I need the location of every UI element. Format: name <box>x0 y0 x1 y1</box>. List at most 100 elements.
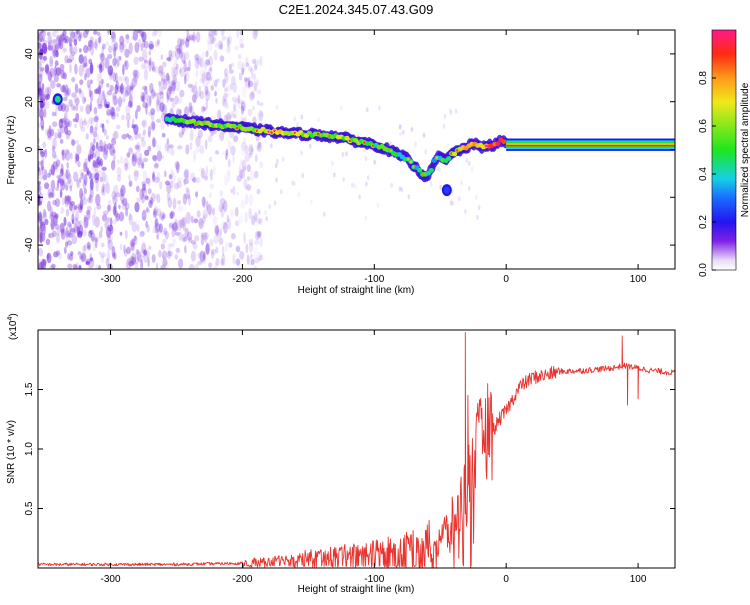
spectrogram-x-label: Height of straight line (km) <box>298 285 415 296</box>
noise-speck <box>246 164 251 173</box>
noise-speck <box>125 207 129 217</box>
noise-speck <box>158 30 162 38</box>
ridge-blob <box>446 156 452 161</box>
noise-speck <box>215 78 221 83</box>
noise-speck <box>151 66 157 73</box>
noise-speck <box>140 30 144 38</box>
noise-speck <box>105 119 110 124</box>
noise-speck <box>171 223 174 230</box>
noise-speck <box>83 30 89 39</box>
noise-speck <box>86 209 90 219</box>
noise-speck <box>239 251 245 260</box>
noise-speck <box>256 230 262 238</box>
noise-speck <box>63 216 67 227</box>
noise-speck <box>184 227 189 239</box>
noise-speck <box>53 50 57 58</box>
noise-speck <box>254 257 260 264</box>
noise-speck <box>92 161 99 169</box>
noise-speck <box>227 173 231 182</box>
noise-speck <box>98 35 102 43</box>
noise-speck <box>102 210 109 215</box>
noise-speck <box>169 148 175 156</box>
noise-speck <box>54 43 59 52</box>
noise-speck <box>78 54 84 64</box>
noise-speck <box>130 242 135 252</box>
noise-speck <box>103 141 107 151</box>
noise-speck <box>38 161 43 166</box>
noise-speck <box>268 204 272 210</box>
noise-speck <box>243 136 246 145</box>
noise-speck <box>141 160 144 169</box>
noise-speck <box>44 101 50 109</box>
noise-speck <box>95 180 99 192</box>
noise-speck <box>186 231 193 241</box>
noise-speck <box>211 35 215 44</box>
noise-speck <box>104 57 110 69</box>
noise-speck <box>112 95 118 106</box>
noise-speck <box>209 33 214 45</box>
noise-speck <box>137 133 142 139</box>
noise-speck <box>197 261 203 266</box>
noise-speck <box>438 166 441 172</box>
noise-speck <box>77 160 81 168</box>
noise-speck <box>142 92 146 103</box>
noise-speck <box>76 178 81 189</box>
noise-speck <box>160 85 165 90</box>
noise-speck <box>187 59 192 72</box>
noise-speck <box>141 209 147 221</box>
noise-speck <box>128 147 133 155</box>
noise-speck <box>46 31 51 37</box>
noise-speck <box>171 81 176 92</box>
noise-speck <box>114 202 117 213</box>
noise-speck <box>123 75 127 82</box>
noise-speck <box>45 238 51 246</box>
noise-speck <box>154 217 159 227</box>
noise-speck <box>223 67 228 77</box>
noise-speck <box>131 238 135 247</box>
spectrogram-x-tick-label: 0 <box>503 274 509 285</box>
noise-speck <box>251 214 255 226</box>
noise-speck <box>297 192 301 197</box>
noise-speck <box>119 194 125 202</box>
noise-speck <box>238 38 243 49</box>
noise-speck <box>42 39 48 45</box>
noise-speck <box>137 157 143 166</box>
noise-speck <box>259 161 264 169</box>
noise-speck <box>235 245 241 253</box>
noise-speck <box>410 127 414 132</box>
noise-speck <box>59 222 65 234</box>
noise-speck <box>59 63 65 71</box>
noise-speck <box>106 227 110 238</box>
noise-speck <box>181 36 186 48</box>
noise-speck <box>228 69 234 74</box>
noise-speck <box>148 200 153 208</box>
noise-speck <box>82 245 87 254</box>
noise-speck <box>212 215 218 226</box>
noise-speck <box>199 69 204 78</box>
noise-speck <box>250 253 253 259</box>
noise-speck <box>230 233 236 240</box>
noise-speck <box>70 137 75 147</box>
noise-speck <box>121 75 124 85</box>
noise-speck <box>75 103 79 112</box>
noise-speck <box>133 170 139 182</box>
noise-speck <box>162 212 166 219</box>
noise-speck <box>98 32 102 38</box>
noise-speck <box>209 183 214 189</box>
noise-speck <box>241 62 246 73</box>
noise-speck <box>214 224 220 235</box>
noise-speck <box>68 36 72 47</box>
noise-speck <box>251 215 256 224</box>
noise-speck <box>204 86 208 95</box>
noise-speck <box>152 136 156 148</box>
noise-speck <box>183 60 187 73</box>
noise-speck <box>87 44 92 52</box>
noise-speck <box>149 197 154 205</box>
noise-speck <box>67 263 73 269</box>
noise-speck <box>134 253 139 265</box>
noise-speck <box>204 232 208 243</box>
noise-speck <box>174 225 179 232</box>
noise-speck <box>148 245 152 250</box>
noise-speck <box>67 240 73 246</box>
noise-speck <box>47 86 52 97</box>
